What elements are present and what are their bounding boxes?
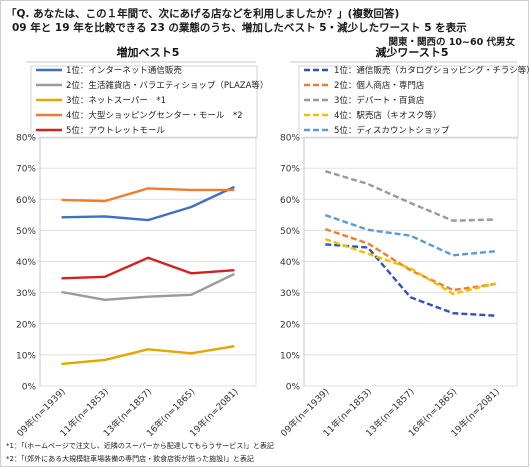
footnote-2: *2：「(郊外にある大規模駐車場装備の専門店・飲食店街が揃った施設)」と表記 (6, 455, 254, 463)
y-tick-label: 40% (16, 258, 36, 268)
y-tick-label: 10% (280, 351, 300, 361)
series-line-5 (324, 213, 496, 257)
y-tick-label: 60% (280, 196, 300, 206)
series-line-5 (61, 256, 235, 280)
y-tick-label: 20% (280, 320, 300, 330)
panel-title: 減少ワースト5 (375, 45, 448, 59)
legend-label-5: 5位：ディスカウントショップ (334, 125, 450, 136)
y-tick-label: 20% (16, 320, 36, 330)
region-note: 関東・関西の 10~60 代男女 (388, 37, 515, 48)
chart-panel-2: 減少ワースト50%10%20%30%40%50%60%70%80%09年(n=1… (278, 45, 529, 439)
y-tick-label: 0% (286, 383, 301, 393)
legend-label-1: 1位：インターネット通信販売 (66, 65, 182, 76)
series-line-1 (61, 185, 235, 222)
y-tick-label: 30% (16, 289, 36, 299)
legend-label-2: 2位：個人商店・専門店 (334, 80, 425, 91)
y-tick-label: 50% (280, 227, 300, 237)
legend-label-3: 3位：デパート・百貨店 (334, 95, 425, 106)
legend-label-4: 4位：大型ショッピングセンター・モール *2 (66, 110, 243, 121)
series-line-2 (324, 227, 496, 292)
y-tick-label: 80% (280, 134, 300, 144)
series-line-1 (325, 243, 496, 317)
y-tick-label: 0% (22, 383, 37, 393)
legend-label-4: 4位：駅売店（キオスク等） (334, 110, 441, 121)
series-line-4 (324, 237, 496, 296)
series-line-4 (61, 187, 235, 203)
chart-panel-1: 増加ベスト50%10%20%30%40%50%60%70%80%09年(n=19… (14, 45, 268, 439)
footnote-1: *1：「(ホームページで注文し、近隣のスーパーから配達してもらうサービス)」と表… (6, 442, 274, 450)
question-title: 「Q. あなたは、この１年間で、次にあげる店などを利用しましたか？」(複数回答) (6, 8, 400, 20)
legend-box (30, 65, 258, 139)
legend-label-5: 5位：アウトレットモール (66, 125, 165, 136)
y-tick-label: 50% (16, 227, 36, 237)
legend-label-1: 1位：通信販売（カタログショッピング・チラシ等） (334, 65, 529, 76)
y-tick-label: 10% (16, 351, 36, 361)
series-line-3 (324, 170, 496, 222)
y-tick-label: 70% (280, 165, 300, 175)
panel-title: 増加ベスト5 (117, 45, 180, 59)
y-tick-label: 60% (16, 196, 36, 206)
y-tick-label: 30% (280, 289, 300, 299)
y-tick-label: 80% (16, 134, 36, 144)
chart-subtitle: 09 年と 19 年を比較できる 23 の業態のうち、増加したベスト 5・減少し… (12, 22, 467, 34)
y-tick-label: 70% (16, 165, 36, 175)
y-tick-label: 40% (280, 258, 300, 268)
legend-label-3: 3位：ネットスーパー *1 (66, 95, 166, 106)
legend-box (298, 65, 519, 139)
series-line-3 (61, 345, 235, 366)
series-line-2 (61, 272, 235, 301)
legend-label-2: 2位：生活雑貨店・バラエティショップ（PLAZA等） (66, 80, 268, 91)
